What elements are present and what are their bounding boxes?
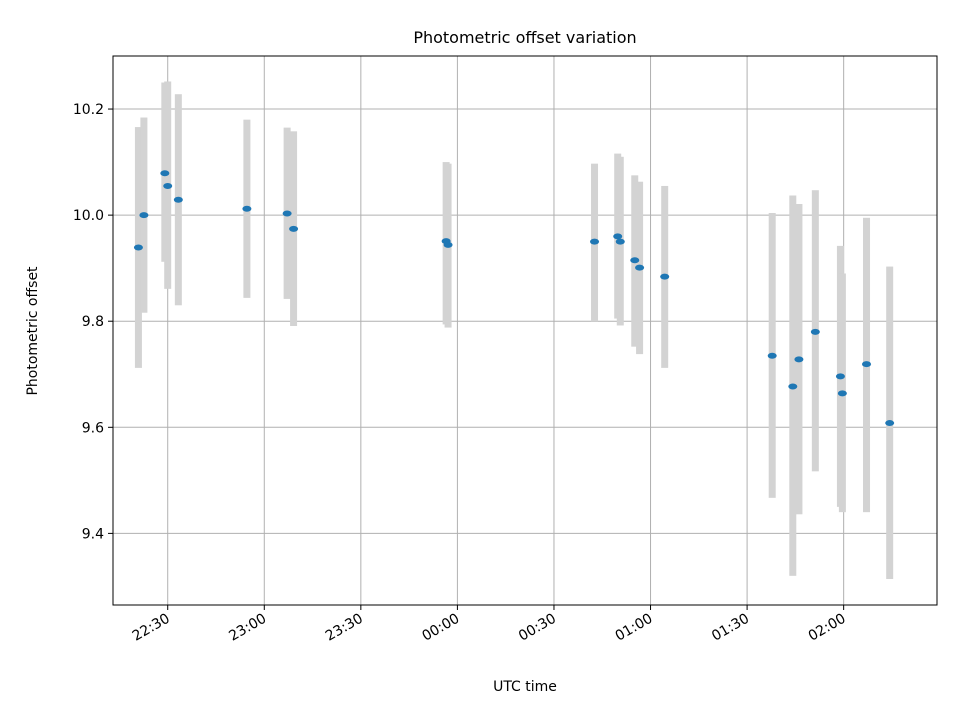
- data-point: [630, 257, 640, 264]
- data-point: [242, 205, 252, 212]
- data-point: [160, 170, 170, 177]
- data-point: [635, 264, 645, 271]
- x-axis-label: UTC time: [493, 679, 557, 695]
- data-point: [590, 238, 600, 245]
- data-markers: [133, 170, 895, 427]
- chart-title: Photometric offset variation: [413, 28, 636, 47]
- data-point: [443, 241, 453, 248]
- data-point: [788, 383, 798, 390]
- data-point: [133, 244, 143, 251]
- data-point: [885, 420, 895, 427]
- data-point: [862, 361, 872, 368]
- data-point: [289, 225, 299, 232]
- y-axis-label: Photometric offset: [25, 266, 41, 396]
- y-tick-label: 9.4: [82, 526, 104, 542]
- data-point: [810, 328, 820, 335]
- data-point: [139, 212, 149, 219]
- data-point: [660, 273, 670, 280]
- y-tick-label: 9.8: [82, 314, 104, 330]
- data-point: [835, 373, 845, 380]
- data-point: [163, 182, 173, 189]
- data-point: [282, 210, 292, 217]
- y-tick-label: 10.0: [73, 208, 104, 224]
- data-point: [767, 352, 777, 359]
- y-axis: 9.4 9.6 9.8 10.0 10.2: [73, 102, 113, 542]
- data-point: [794, 356, 804, 363]
- y-tick-label: 9.6: [82, 420, 104, 436]
- data-point: [173, 196, 183, 203]
- data-point: [615, 238, 625, 245]
- y-tick-label: 10.2: [73, 102, 104, 118]
- data-point: [837, 390, 847, 397]
- plot-frame: [112, 55, 938, 606]
- data-point: [613, 233, 623, 240]
